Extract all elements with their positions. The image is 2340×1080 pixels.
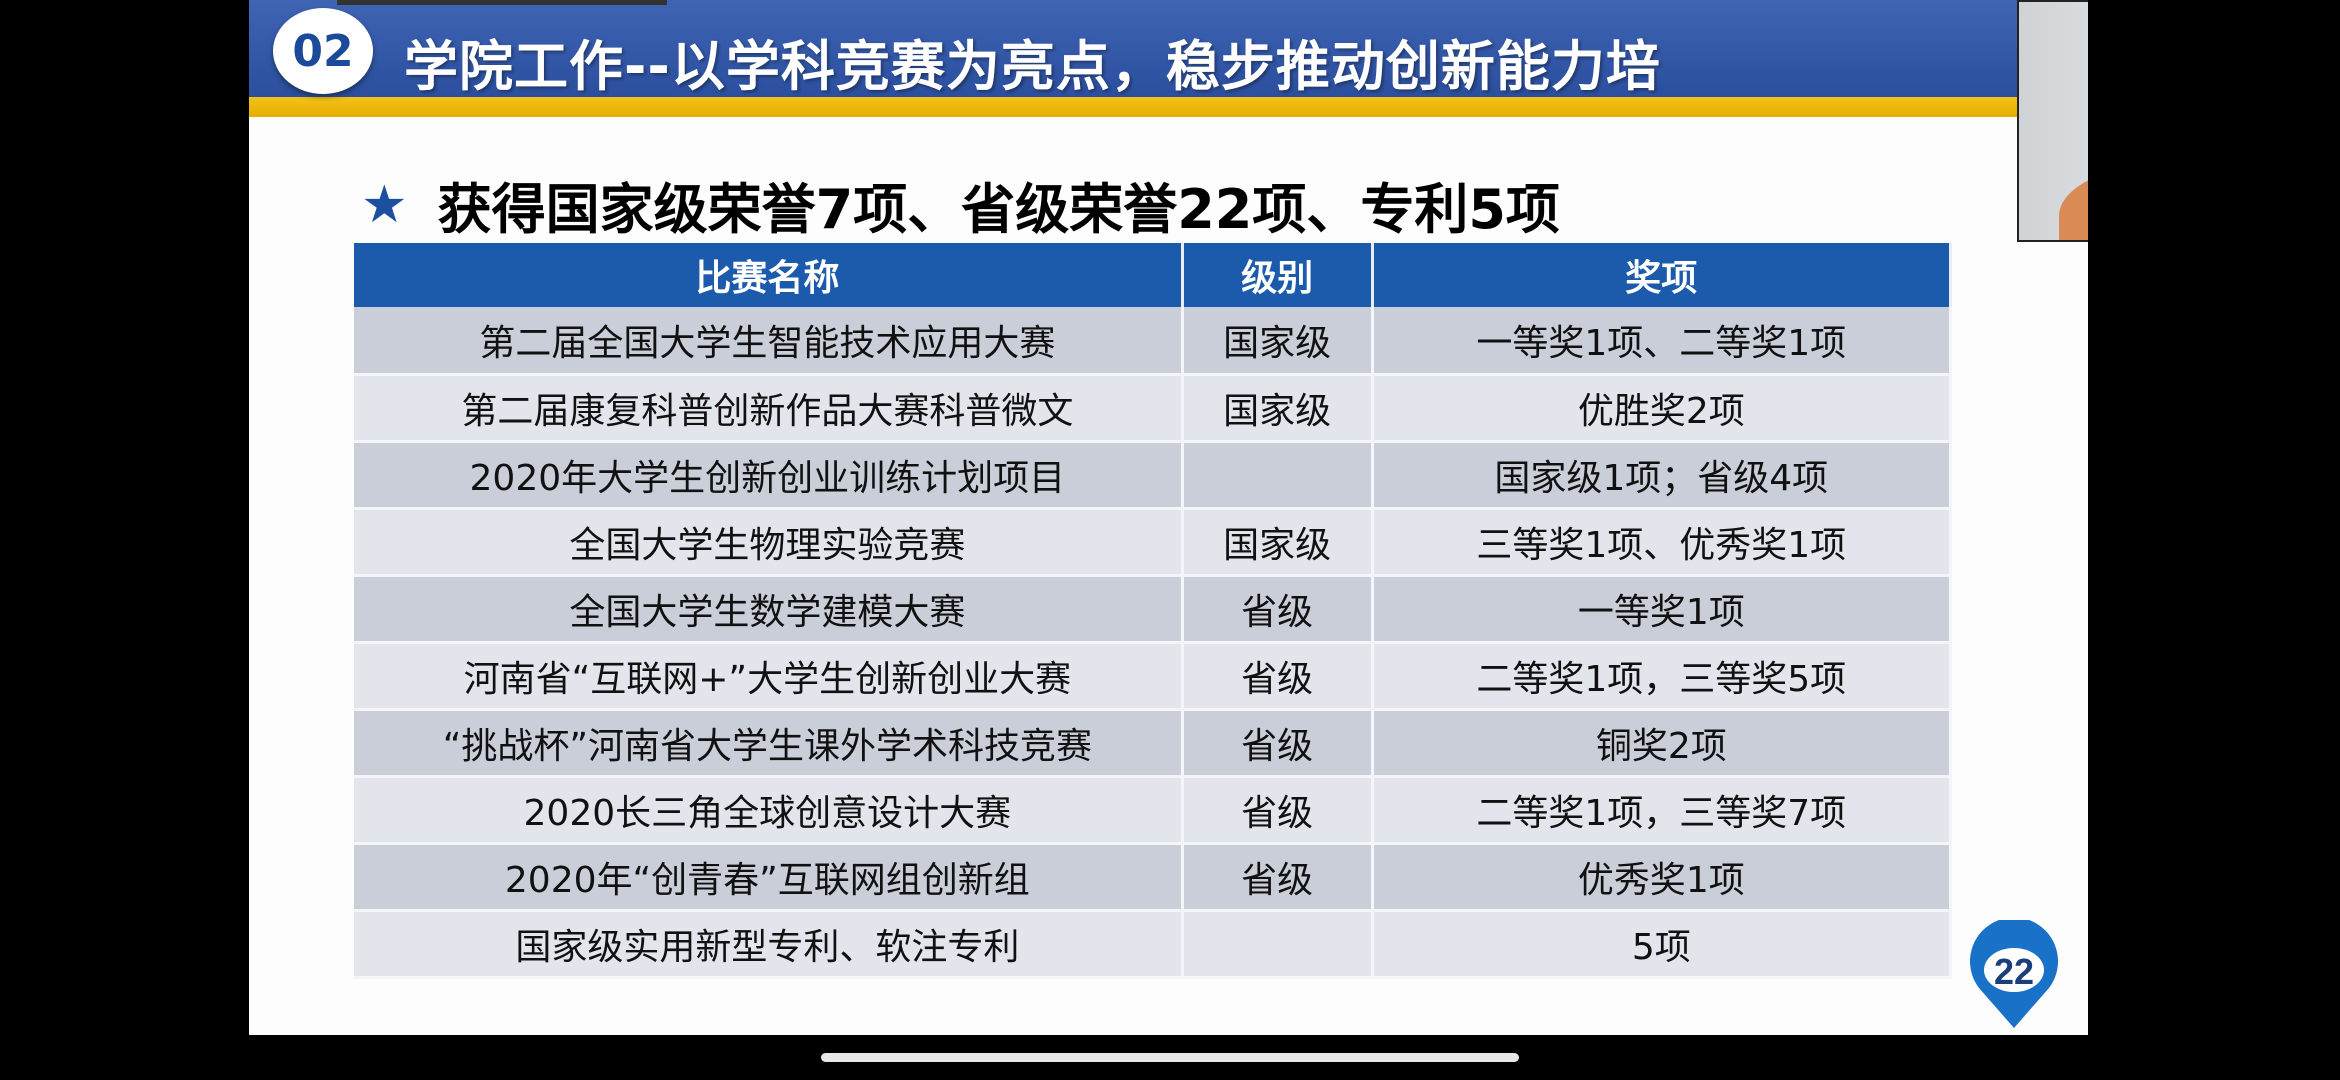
cell-award: 5项 xyxy=(1372,910,1953,979)
webcam-video-overlay[interactable] xyxy=(2017,0,2088,242)
table-row: 2020长三角全球创意设计大赛 省级 二等奖1项，三等奖7项 xyxy=(354,776,1953,845)
table-row: 2020年大学生创新创业训练计划项目 国家级1项；省级4项 xyxy=(354,441,1953,510)
cell-level: 省级 xyxy=(1182,776,1374,845)
cell-level: 国家级 xyxy=(1182,374,1374,443)
top-strip xyxy=(337,0,667,5)
table-row: 全国大学生数学建模大赛 省级 一等奖1项 xyxy=(354,575,1953,644)
cell-competition: 全国大学生物理实验竞赛 xyxy=(354,508,1184,577)
accent-stripe xyxy=(249,97,2088,117)
star-icon: ★ xyxy=(361,174,408,235)
header-level: 级别 xyxy=(1182,243,1374,307)
slide-heading: ★ 获得国家级荣誉7项、省级荣誉22项、专利5项 xyxy=(361,165,1560,244)
cell-competition: 2020年“创青春”互联网组创新组 xyxy=(354,843,1184,912)
table-row: 国家级实用新型专利、软注专利 5项 xyxy=(354,910,1953,979)
cell-competition: 第二届康复科普创新作品大赛科普微文 xyxy=(354,374,1184,443)
cell-level: 省级 xyxy=(1182,575,1374,644)
section-number-badge: 02 xyxy=(273,8,373,94)
table-row: 2020年“创青春”互联网组创新组 省级 优秀奖1项 xyxy=(354,843,1953,912)
home-indicator[interactable] xyxy=(821,1053,1519,1062)
cell-award: 二等奖1项，三等奖5项 xyxy=(1372,642,1953,711)
cell-award: 一等奖1项 xyxy=(1372,575,1953,644)
cell-award: 三等奖1项、优秀奖1项 xyxy=(1372,508,1953,577)
cell-level xyxy=(1182,441,1374,510)
page-number: 22 xyxy=(1994,951,2034,992)
slide-title: 学院工作--以学科竞赛为亮点，稳步推动创新能力培 xyxy=(404,35,1661,98)
cell-competition: “挑战杯”河南省大学生课外学术科技竞赛 xyxy=(354,709,1184,778)
pin-inner xyxy=(1984,948,2044,992)
cell-level: 省级 xyxy=(1182,843,1374,912)
table-row: 第二届康复科普创新作品大赛科普微文 国家级 优胜奖2项 xyxy=(354,374,1953,443)
cell-level: 国家级 xyxy=(1182,307,1374,376)
cell-competition: 全国大学生数学建模大赛 xyxy=(354,575,1184,644)
table-header-row: 比赛名称 级别 奖项 xyxy=(354,243,1953,307)
table-row: 河南省“互联网+”大学生创新创业大赛 省级 二等奖1项，三等奖5项 xyxy=(354,642,1953,711)
presentation-slide: 02 学院工作--以学科竞赛为亮点，稳步推动创新能力培 ★ 获得国家级荣誉7项、… xyxy=(249,0,2088,1035)
presenter-body xyxy=(2059,162,2088,240)
cell-award: 优胜奖2项 xyxy=(1372,374,1953,443)
page-number-badge: 22 xyxy=(1970,920,2058,1028)
cell-level: 国家级 xyxy=(1182,508,1374,577)
cell-competition: 河南省“互联网+”大学生创新创业大赛 xyxy=(354,642,1184,711)
table-row: 第二届全国大学生智能技术应用大赛 国家级 一等奖1项、二等奖1项 xyxy=(354,307,1953,376)
header-band xyxy=(249,0,2088,97)
header-competition: 比赛名称 xyxy=(354,243,1184,307)
awards-table: 比赛名称 级别 奖项 第二届全国大学生智能技术应用大赛 国家级 一等奖1项、二等奖1… xyxy=(354,243,1953,979)
cell-award: 国家级1项；省级4项 xyxy=(1372,441,1953,510)
cell-award: 优秀奖1项 xyxy=(1372,843,1953,912)
cell-level: 省级 xyxy=(1182,709,1374,778)
table-row: 全国大学生物理实验竞赛 国家级 三等奖1项、优秀奖1项 xyxy=(354,508,1953,577)
cell-award: 二等奖1项，三等奖7项 xyxy=(1372,776,1953,845)
heading-text: 获得国家级荣誉7项、省级荣誉22项、专利5项 xyxy=(437,178,1560,241)
cell-award: 铜奖2项 xyxy=(1372,709,1953,778)
cell-award: 一等奖1项、二等奖1项 xyxy=(1372,307,1953,376)
cell-competition: 2020长三角全球创意设计大赛 xyxy=(354,776,1184,845)
header-award: 奖项 xyxy=(1372,243,1953,307)
cell-level xyxy=(1182,910,1374,979)
cell-competition: 国家级实用新型专利、软注专利 xyxy=(354,910,1184,979)
cell-competition: 2020年大学生创新创业训练计划项目 xyxy=(354,441,1184,510)
cell-level: 省级 xyxy=(1182,642,1374,711)
cell-competition: 第二届全国大学生智能技术应用大赛 xyxy=(354,307,1184,376)
table-row: “挑战杯”河南省大学生课外学术科技竞赛 省级 铜奖2项 xyxy=(354,709,1953,778)
